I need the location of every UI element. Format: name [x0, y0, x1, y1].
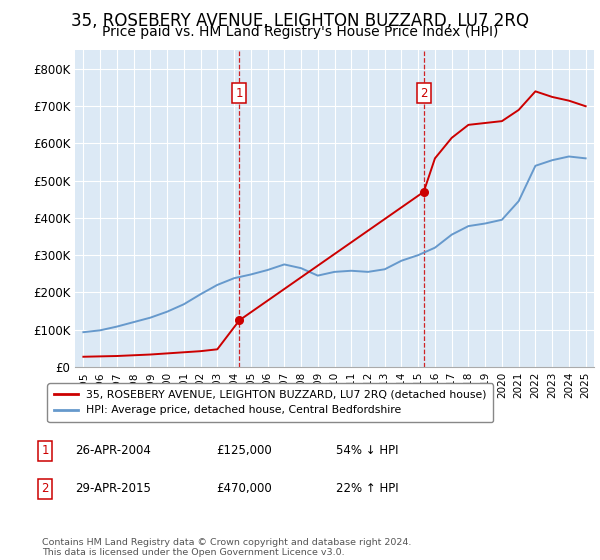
- Legend: 35, ROSEBERY AVENUE, LEIGHTON BUZZARD, LU7 2RQ (detached house), HPI: Average pr: 35, ROSEBERY AVENUE, LEIGHTON BUZZARD, L…: [47, 384, 493, 422]
- Text: Contains HM Land Registry data © Crown copyright and database right 2024.
This d: Contains HM Land Registry data © Crown c…: [42, 538, 412, 557]
- Text: 35, ROSEBERY AVENUE, LEIGHTON BUZZARD, LU7 2RQ: 35, ROSEBERY AVENUE, LEIGHTON BUZZARD, L…: [71, 12, 529, 30]
- Text: 2: 2: [41, 482, 49, 496]
- Text: £470,000: £470,000: [216, 482, 272, 496]
- Text: £125,000: £125,000: [216, 444, 272, 458]
- Text: 22% ↑ HPI: 22% ↑ HPI: [336, 482, 398, 496]
- Text: 1: 1: [41, 444, 49, 458]
- Text: 54% ↓ HPI: 54% ↓ HPI: [336, 444, 398, 458]
- Text: 2: 2: [420, 87, 427, 100]
- Text: 26-APR-2004: 26-APR-2004: [75, 444, 151, 458]
- Text: 1: 1: [236, 87, 243, 100]
- Text: 29-APR-2015: 29-APR-2015: [75, 482, 151, 496]
- Text: Price paid vs. HM Land Registry's House Price Index (HPI): Price paid vs. HM Land Registry's House …: [102, 25, 498, 39]
